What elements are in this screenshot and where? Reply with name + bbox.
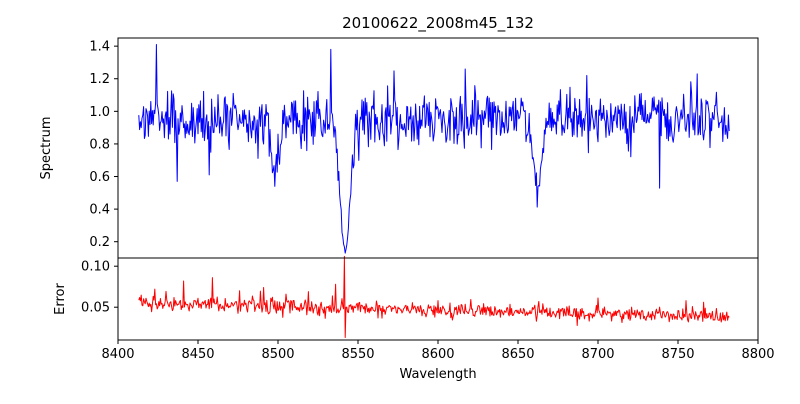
spectrum-y-tick-label: 1.4 bbox=[89, 40, 110, 55]
x-axis-label: Wavelength bbox=[399, 367, 476, 382]
spectrum-y-tick-label: 0.2 bbox=[89, 235, 110, 250]
chart-title: 20100622_2008m45_132 bbox=[342, 14, 534, 33]
ticks-group: 8400 8450 8500 8550 8600 8650 8700 8750 8800 0.2 0… bbox=[81, 40, 775, 362]
spectrum-y-tick-label: 1.2 bbox=[89, 72, 110, 87]
y-axis-label-spectrum: Spectrum bbox=[39, 117, 54, 180]
y-axis-label-error: Error bbox=[53, 283, 68, 315]
spectrum-y-tick-label: 1.0 bbox=[89, 105, 110, 120]
series-group bbox=[138, 44, 730, 339]
spectrum-y-tick-label: 0.8 bbox=[89, 137, 110, 152]
x-tick-label: 8400 bbox=[101, 347, 134, 362]
x-tick-label: 8600 bbox=[421, 347, 454, 362]
error-y-tick-label: 0.05 bbox=[81, 301, 110, 316]
error-y-tick-label: 0.10 bbox=[81, 260, 110, 275]
spectrum-series-line bbox=[138, 44, 730, 254]
x-tick-label: 8450 bbox=[181, 347, 214, 362]
spectrum-panel-spines bbox=[117, 37, 759, 259]
spectrum-y-tick-label: 0.6 bbox=[89, 170, 110, 185]
x-tick-label: 8800 bbox=[741, 347, 774, 362]
x-tick-label: 8650 bbox=[501, 347, 534, 362]
x-tick-label: 8550 bbox=[341, 347, 374, 362]
error-series-line bbox=[138, 255, 730, 339]
x-tick-label: 8750 bbox=[661, 347, 694, 362]
x-tick-label: 8500 bbox=[261, 347, 294, 362]
x-tick-label: 8700 bbox=[581, 347, 614, 362]
spectrum-y-tick-label: 0.4 bbox=[89, 203, 110, 218]
